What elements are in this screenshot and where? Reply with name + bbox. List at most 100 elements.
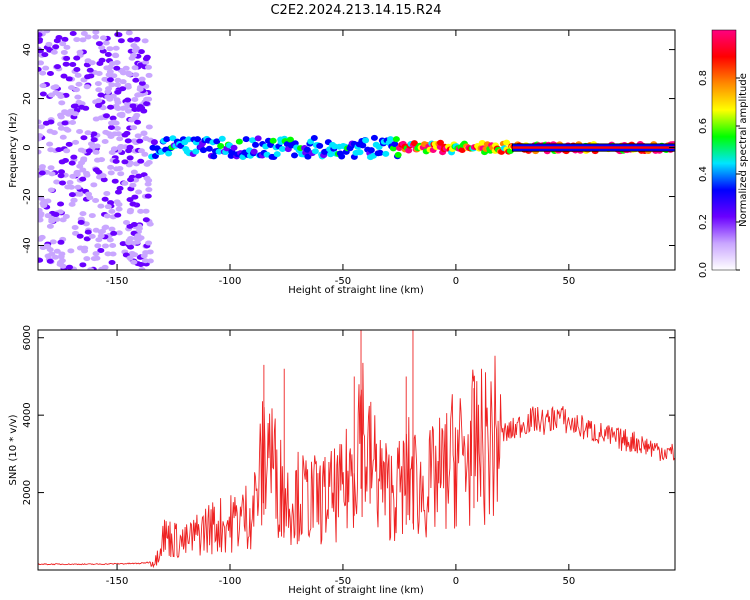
spectrogram-cell [107,164,115,170]
snr-series [38,330,675,569]
spectrogram-cell [57,125,65,131]
spectrogram-cell [146,221,154,227]
spectrogram-cell [92,149,100,155]
spectrogram-cell [66,264,74,270]
colorbar-tick-label: 0.8 [698,70,709,86]
spectrogram-cell [52,44,60,50]
spectrogram-cell [63,44,71,50]
spectrogram-cell [138,267,146,270]
spectrogram-cell [47,147,55,153]
spectrogram-cell [169,135,177,142]
spectrogram-cell [97,115,105,121]
x-tick-label: -150 [106,576,129,587]
spectrogram-cell [144,64,152,70]
spectrogram-cell [85,148,93,154]
colorbar-bar [711,29,737,271]
figure-title: C2E2.2024.213.14.15.R24 [270,3,441,18]
spectrogram-cell [113,65,121,71]
spectrogram-cell [163,136,171,143]
spectrogram-cell [72,230,80,236]
spectrogram-cell [98,45,106,51]
spectrogram-cell [40,203,48,209]
spectrogram-cell [126,144,134,150]
colorbar-ticks: 0.0 0.2 0.4 0.6 0.8 [698,70,740,278]
spectrogram-cell [254,135,262,142]
x-tick-label: 50 [562,276,575,287]
spectrogram-cell [103,191,111,197]
spectrogram-cell [122,220,130,226]
spectrogram-cell [46,141,54,147]
spectrogram-cell [74,94,82,100]
spectrogram-cell [70,154,78,160]
spectrogram-cell [69,30,77,36]
spectrogram-cell [391,141,399,148]
spectrogram-cell [38,236,44,242]
spectrogram-cell [370,134,378,141]
spectrogram-cell [90,137,98,143]
spectrogram-cell [38,124,45,130]
spectrogram-cell [90,182,98,188]
spectrogram-cell [114,189,122,195]
spectrogram-panel: -150 -100 -50 0 50 -40 -20 0 20 40 Height of stra… [8,29,676,296]
y-tick-label: -40 [22,237,33,253]
spectrogram-cell [53,248,61,254]
snr-x-label: Height of straight line (km) [288,585,424,596]
spectrogram-cell [410,140,418,147]
y-tick-label: 20 [22,92,33,105]
spectrogram-cell [108,120,116,126]
spectrogram-cell [141,258,149,264]
spectrogram-cell [101,264,109,270]
snr-axes: -150 -100 -50 0 50 2000 4000 6000 [22,325,676,587]
spectrogram-cell [121,180,129,186]
spectrogram-cell [142,208,150,214]
snr-y-label: SNR (10 * v/v) [8,414,19,485]
spectrogram-cell [105,131,113,137]
spectrogram-cell [69,119,77,125]
spectrogram-cell [135,189,143,195]
spectrogram-cell [392,136,400,143]
spectrogram-cell [127,37,135,43]
spectrogram-cell [104,52,112,58]
spectrogram-cell [76,233,84,239]
spectrogram-cell [128,117,136,123]
spectrogram-cell [74,184,82,190]
spectrogram-cell [62,110,70,116]
spectrogram-cell [130,259,138,265]
spectrogram-cell [436,139,444,146]
spectrogram-cell [84,74,92,80]
colorbar-tick-label: 0.4 [698,166,709,182]
spectrogram-cell [46,223,54,229]
spectrogram-cell [80,156,88,162]
spectrogram-cell [73,55,81,61]
spectrogram-cell [73,170,81,176]
spectrogram-cell [117,171,125,177]
spectrogram-cell [79,211,87,217]
x-tick-label: -100 [219,276,242,287]
spectrogram-cell [115,201,123,207]
spectrogram-cell [142,56,150,62]
spectrogram-cell [53,217,61,223]
spectrogram-cell [38,149,42,155]
spectrogram-cell [273,151,281,158]
plot-frame [37,329,676,571]
spectrogram-cell [42,65,50,71]
spectrogram-cell [129,103,137,109]
spectrogram-cell [38,257,44,263]
spectrogram-cell [77,219,85,225]
spectrogram-cell [121,159,129,165]
spectrogram-cell [58,180,66,186]
spectrogram-cell [95,98,103,104]
spectrogram-cell [112,158,120,164]
spectrogram-cell [57,254,65,260]
spectrogram-cell [126,255,134,261]
spectrogram-cell [88,60,96,66]
spectrogram-cell [137,262,145,268]
spectrogram-cell [61,36,69,42]
x-tick-label: -50 [335,276,351,287]
spectrogram-cell [143,101,151,107]
spectrogram-cell [73,37,81,43]
spectrogram-cell [119,105,127,111]
spectrogram-cell [62,61,70,67]
spectrogram-cell [110,73,118,79]
